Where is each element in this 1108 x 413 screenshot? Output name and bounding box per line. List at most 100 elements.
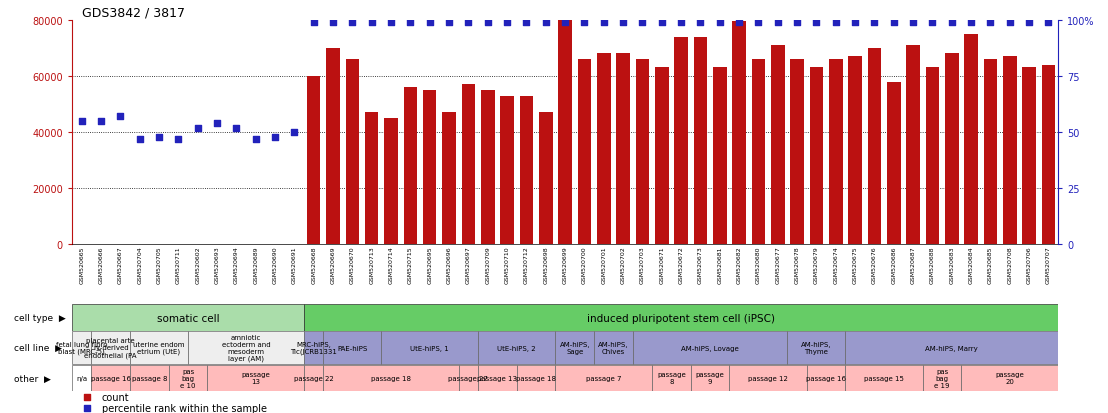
Text: passage
13: passage 13 (242, 372, 270, 385)
Bar (845, 331, 1058, 364)
Bar (906, 46, 920, 245)
Bar (442, 113, 455, 245)
Point (78, 405, 95, 411)
Text: GSM520667: GSM520667 (117, 246, 123, 284)
Bar (555, 331, 594, 364)
Text: GSM520668: GSM520668 (311, 246, 316, 283)
Text: GSM520670: GSM520670 (350, 246, 355, 284)
Point (673, 19, 690, 26)
Point (305, 19, 322, 26)
Bar (520, 96, 533, 245)
Text: GSM520702: GSM520702 (620, 246, 626, 284)
Point (595, 19, 613, 26)
Text: AM-hiPS, Lovage: AM-hiPS, Lovage (681, 345, 739, 351)
Point (247, 136, 265, 143)
Text: GSM520686: GSM520686 (891, 246, 896, 283)
Bar (72, 304, 304, 331)
Bar (655, 68, 668, 245)
Bar (788, 331, 845, 364)
Point (847, 19, 864, 26)
Bar (888, 82, 901, 245)
Point (362, 19, 380, 26)
Bar (751, 60, 766, 245)
Bar (516, 365, 555, 391)
Text: GSM520697: GSM520697 (465, 246, 471, 284)
Point (634, 19, 652, 26)
Text: passage 18: passage 18 (516, 375, 556, 381)
Text: GSM520712: GSM520712 (524, 246, 529, 284)
Bar (923, 365, 962, 391)
Text: GSM520672: GSM520672 (678, 246, 684, 284)
Bar (91, 365, 130, 391)
Point (401, 19, 419, 26)
Bar (403, 88, 417, 245)
Point (479, 19, 496, 26)
Point (808, 19, 825, 26)
Text: GSM520675: GSM520675 (853, 246, 858, 284)
Bar (91, 331, 130, 364)
Text: amniotic
ectoderm and
mesoderm
layer (AM): amniotic ectoderm and mesoderm layer (AM… (222, 334, 270, 362)
Point (904, 19, 922, 26)
Bar (555, 365, 653, 391)
Text: induced pluripotent stem cell (iPSC): induced pluripotent stem cell (iPSC) (587, 313, 776, 323)
Text: GSM520689: GSM520689 (254, 246, 258, 284)
Text: GSM520684: GSM520684 (968, 246, 974, 284)
Text: passage 18: passage 18 (371, 375, 411, 381)
Text: GSM520705: GSM520705 (156, 246, 162, 284)
Bar (690, 365, 729, 391)
Text: PAE-hiPS: PAE-hiPS (337, 345, 368, 351)
Bar (72, 331, 91, 364)
Text: GSM520707: GSM520707 (1046, 246, 1051, 284)
Point (691, 19, 709, 26)
Point (982, 19, 999, 26)
Text: GSM520676: GSM520676 (872, 246, 876, 284)
Bar (1023, 68, 1036, 245)
Text: GSM520703: GSM520703 (640, 246, 645, 284)
Text: GSM520700: GSM520700 (582, 246, 587, 284)
Point (188, 125, 206, 132)
Bar (423, 91, 437, 245)
Bar (633, 331, 788, 364)
Bar (188, 331, 304, 364)
Text: GSM520704: GSM520704 (137, 246, 142, 284)
Bar (481, 91, 494, 245)
Point (499, 19, 516, 26)
Bar (790, 60, 804, 245)
Point (170, 136, 187, 143)
Point (1039, 19, 1057, 26)
Bar (268, 244, 281, 245)
Bar (346, 60, 359, 245)
Bar (925, 68, 940, 245)
Text: GSM520665: GSM520665 (79, 246, 84, 283)
Bar (462, 85, 475, 245)
Text: GSM520688: GSM520688 (930, 246, 935, 283)
Text: GSM520691: GSM520691 (291, 246, 297, 284)
Text: GSM520673: GSM520673 (698, 246, 702, 284)
Text: placental arte
ry-derived
endothelial (PA: placental arte ry-derived endothelial (P… (84, 338, 137, 358)
Text: cell type  ▶: cell type ▶ (14, 313, 65, 322)
Bar (538, 113, 553, 245)
Bar (207, 365, 304, 391)
Point (556, 19, 574, 26)
Text: GSM520680: GSM520680 (756, 246, 761, 283)
Bar (729, 365, 807, 391)
Text: passage 7: passage 7 (586, 375, 622, 381)
Bar (324, 365, 459, 391)
Bar (501, 96, 514, 245)
Bar (1042, 66, 1055, 245)
Bar (675, 38, 688, 245)
Text: pas
bag
e 19: pas bag e 19 (934, 368, 950, 388)
Point (266, 134, 284, 140)
Bar (384, 119, 398, 245)
Text: GSM520695: GSM520695 (428, 246, 432, 284)
Text: n/a: n/a (76, 375, 88, 381)
Point (769, 19, 787, 26)
Text: GSM520706: GSM520706 (1027, 246, 1032, 284)
Bar (636, 60, 649, 245)
Point (286, 129, 304, 136)
Text: passage 13: passage 13 (478, 375, 517, 381)
Text: GSM520694: GSM520694 (234, 246, 239, 284)
Text: GSM520602: GSM520602 (195, 246, 201, 284)
Bar (304, 331, 324, 364)
Text: passage 27: passage 27 (449, 375, 489, 381)
